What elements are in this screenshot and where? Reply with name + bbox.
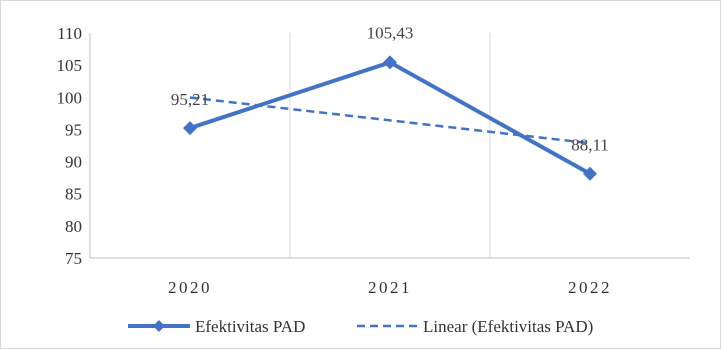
y-tick-label: 105 (57, 56, 83, 75)
y-tick-label: 85 (65, 185, 82, 204)
gridlines (289, 33, 491, 258)
x-tick-label: 2020 (168, 278, 212, 297)
legend: Efektivitas PAD Linear (Efektivitas PAD) (128, 317, 593, 336)
data-point-marker (383, 55, 397, 70)
axes: 110 105 100 95 90 85 80 75 2020 2021 2022 (57, 24, 690, 297)
y-tick-label: 95 (65, 120, 82, 139)
data-label: 95,21 (171, 90, 209, 109)
legend-marker (153, 320, 165, 332)
y-tick-label: 80 (65, 217, 82, 236)
series-area (183, 55, 597, 181)
legend-label-efektivitas-pad: Efektivitas PAD (195, 317, 305, 336)
x-tick-label: 2022 (568, 278, 612, 297)
data-label: 105,43 (367, 23, 414, 42)
data-point-marker (183, 121, 197, 136)
y-tick-label: 100 (57, 88, 83, 107)
y-tick-label: 75 (65, 249, 82, 268)
labels: 95,21 105,43 88,11 (171, 23, 609, 154)
legend-label-linear-trend: Linear (Efektivitas PAD) (423, 317, 593, 336)
data-label: 88,11 (571, 136, 609, 155)
y-tick-label: 90 (65, 153, 82, 172)
data-point-marker (583, 166, 597, 181)
y-tick-label: 110 (57, 24, 82, 43)
x-tick-label: 2021 (368, 278, 412, 297)
